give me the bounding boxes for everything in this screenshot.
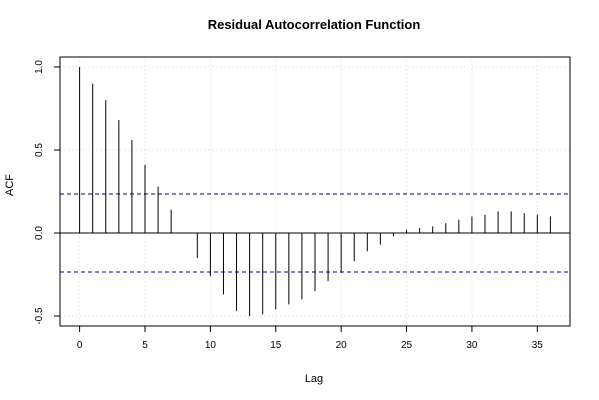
x-tick-label: 20 — [336, 340, 348, 351]
x-axis: 0 5 10 15 20 25 30 35 — [77, 325, 544, 351]
y-tick-label: 0.0 — [34, 226, 45, 240]
x-axis-label: Lag — [305, 373, 323, 385]
y-axis: -0.5 0.0 0.5 1.0 — [34, 60, 61, 325]
x-tick-label: 35 — [532, 340, 544, 351]
x-tick-label: 30 — [466, 340, 478, 351]
x-tick-label: 0 — [77, 340, 83, 351]
y-tick-label: 1.0 — [34, 60, 45, 74]
x-tick-label: 25 — [401, 340, 413, 351]
y-axis-label: ACF — [4, 174, 16, 196]
y-tick-label: 0.5 — [34, 143, 45, 157]
chart-title: Residual Autocorrelation Function — [208, 17, 421, 32]
acf-spikes — [79, 66, 551, 317]
plot-frame — [59, 56, 571, 327]
y-tick-label: -0.5 — [34, 307, 45, 325]
x-tick-label: 15 — [270, 340, 282, 351]
x-tick-label: 10 — [205, 340, 217, 351]
x-tick-label: 5 — [142, 340, 148, 351]
